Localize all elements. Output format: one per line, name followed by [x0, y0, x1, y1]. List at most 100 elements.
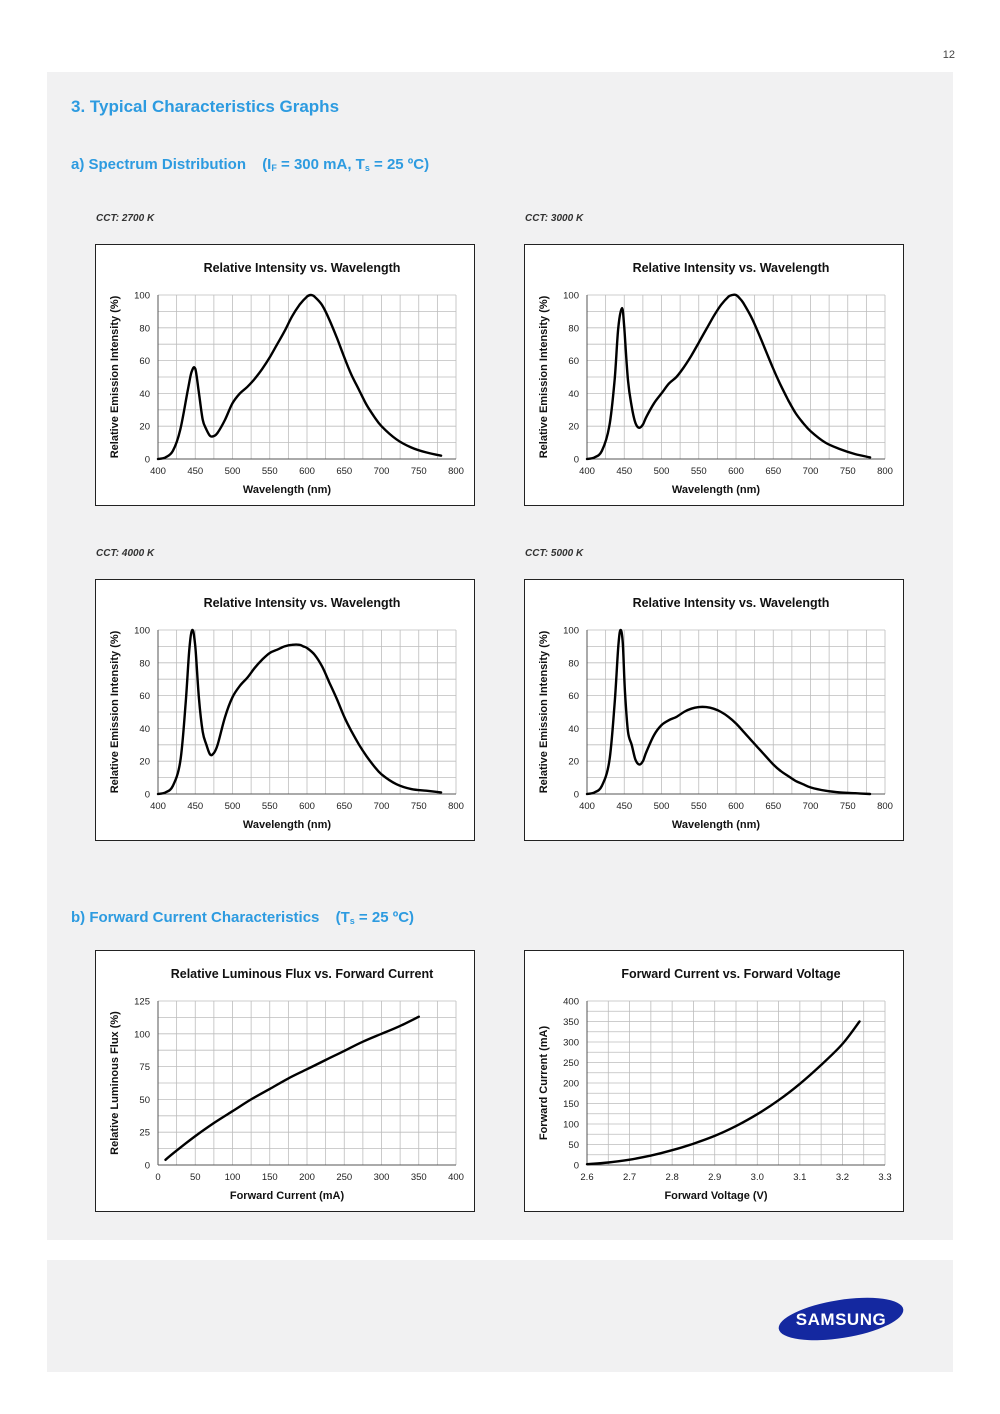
- x-tick-label: 500: [654, 801, 670, 812]
- y-axis-label: Forward Current (mA): [538, 1026, 550, 1141]
- x-tick-label: 450: [187, 466, 203, 477]
- y-tick-label: 25: [139, 1128, 150, 1139]
- y-tick-label: 20: [139, 757, 150, 768]
- chart-svg: 0 50 100 150 200 250 300 350 400 0 25 50 75 100 125 Rel…: [109, 967, 464, 1202]
- y-tick-label: 100: [563, 291, 579, 302]
- cct-label-2700: CCT: 2700 K: [96, 213, 155, 224]
- x-axis-label: Wavelength (nm): [672, 819, 761, 831]
- y-tick-label: 0: [574, 1161, 579, 1172]
- y-tick-label: 80: [139, 658, 150, 669]
- chart-svg: 400 450 500 550 600 650 700 750 800 0 20 40 60 80 100 R…: [109, 261, 464, 496]
- data-series-line: [164, 1015, 420, 1161]
- y-axis-label: Relative Emission Intensity (%): [538, 630, 550, 793]
- y-tick-label: 60: [568, 356, 579, 367]
- subsection-a-conditions: (IF = 300 mA, Ts = 25 ºC): [262, 156, 429, 173]
- y-tick-label: 20: [568, 757, 579, 768]
- chart-spectrum-5000k: 400 450 500 550 600 650 700 750 800 0 20 40 60 80 100 R…: [524, 579, 904, 841]
- y-tick-label: 300: [563, 1038, 579, 1049]
- y-tick-label: 75: [139, 1062, 150, 1073]
- y-tick-label: 40: [139, 389, 150, 400]
- y-tick-label: 350: [563, 1017, 579, 1028]
- x-tick-label: 650: [336, 801, 352, 812]
- cond-b-part1: (T: [335, 909, 350, 926]
- x-tick-label: 550: [691, 466, 707, 477]
- x-tick-label: 400: [150, 801, 166, 812]
- x-tick-label: 750: [411, 801, 427, 812]
- x-tick-label: 550: [262, 466, 278, 477]
- x-tick-label: 500: [654, 466, 670, 477]
- x-tick-label: 300: [374, 1172, 390, 1183]
- y-axis-label: Relative Emission Intensity (%): [109, 295, 121, 458]
- x-tick-label: 100: [225, 1172, 241, 1183]
- x-tick-label: 550: [262, 801, 278, 812]
- x-tick-label: 600: [728, 466, 744, 477]
- chart-title: Relative Intensity vs. Wavelength: [633, 596, 830, 610]
- x-tick-label: 650: [765, 801, 781, 812]
- y-tick-label: 250: [563, 1058, 579, 1069]
- chart-flux-vs-current: 0 50 100 150 200 250 300 350 400 0 25 50 75 100 125 Rel…: [95, 950, 475, 1212]
- data-series-line: [156, 293, 443, 461]
- x-axis-label: Forward Voltage (V): [664, 1190, 767, 1202]
- data-series-line: [156, 628, 443, 796]
- cct-label-5000: CCT: 5000 K: [525, 548, 584, 559]
- y-tick-label: 60: [139, 356, 150, 367]
- x-tick-label: 700: [803, 801, 819, 812]
- chart-svg: 400 450 500 550 600 650 700 750 800 0 20 40 60 80 100 R…: [538, 596, 893, 831]
- cct-label-3000: CCT: 3000 K: [525, 213, 584, 224]
- data-series-line: [585, 1020, 861, 1166]
- y-tick-label: 40: [568, 389, 579, 400]
- y-tick-label: 100: [134, 291, 150, 302]
- x-tick-label: 800: [877, 466, 893, 477]
- samsung-logo-text: SAMSUNG: [796, 1310, 886, 1329]
- data-series-line: [585, 293, 872, 461]
- x-tick-label: 550: [691, 801, 707, 812]
- chart-spectrum-4000k: 400 450 500 550 600 650 700 750 800 0 20 40 60 80 100 R…: [95, 579, 475, 841]
- x-tick-label: 2.6: [580, 1172, 593, 1183]
- x-tick-label: 650: [765, 466, 781, 477]
- x-tick-label: 200: [299, 1172, 315, 1183]
- y-tick-label: 100: [134, 1029, 150, 1040]
- x-tick-label: 2.7: [623, 1172, 636, 1183]
- y-tick-label: 40: [139, 724, 150, 735]
- cond-a-sub1: F: [271, 163, 277, 173]
- x-tick-label: 400: [448, 1172, 464, 1183]
- y-tick-label: 125: [134, 997, 150, 1008]
- x-tick-label: 400: [579, 801, 595, 812]
- chart-title: Relative Luminous Flux vs. Forward Curre…: [171, 967, 434, 981]
- y-tick-label: 0: [145, 455, 150, 466]
- x-tick-label: 450: [187, 801, 203, 812]
- y-tick-label: 80: [139, 323, 150, 334]
- subsection-a-label: a) Spectrum Distribution: [71, 156, 247, 173]
- x-tick-label: 400: [579, 466, 595, 477]
- x-tick-label: 750: [411, 466, 427, 477]
- y-tick-label: 100: [563, 1120, 579, 1131]
- chart-spectrum-2700k: 400 450 500 550 600 650 700 750 800 0 20 40 60 80 100 R…: [95, 244, 475, 506]
- cond-a-part3: = 25 ºC): [369, 156, 430, 173]
- x-axis-label: Wavelength (nm): [243, 484, 332, 496]
- samsung-logo-ellipse: [778, 1297, 904, 1341]
- y-tick-label: 60: [139, 691, 150, 702]
- y-tick-label: 80: [568, 658, 579, 669]
- x-axis-label: Wavelength (nm): [672, 484, 761, 496]
- x-tick-label: 150: [262, 1172, 278, 1183]
- cond-a-part2: = 300 mA, T: [276, 156, 365, 173]
- chart-svg: 400 450 500 550 600 650 700 750 800 0 20 40 60 80 100 R…: [109, 596, 464, 831]
- y-tick-label: 400: [563, 997, 579, 1008]
- y-tick-label: 200: [563, 1079, 579, 1090]
- x-tick-label: 800: [448, 801, 464, 812]
- x-tick-label: 650: [336, 466, 352, 477]
- section-title: 3. Typical Characteristics Graphs: [71, 97, 340, 116]
- x-tick-label: 3.2: [836, 1172, 849, 1183]
- samsung-logo: SAMSUNG: [778, 1297, 904, 1341]
- y-tick-label: 50: [568, 1140, 579, 1151]
- y-tick-label: 20: [139, 422, 150, 433]
- x-axis-label: Wavelength (nm): [243, 819, 332, 831]
- y-tick-label: 150: [563, 1099, 579, 1110]
- chart-title: Relative Intensity vs. Wavelength: [204, 596, 401, 610]
- data-series-line: [585, 628, 872, 796]
- y-tick-label: 100: [563, 626, 579, 637]
- y-tick-label: 0: [574, 455, 579, 466]
- cond-a-sub2: s: [364, 163, 370, 173]
- x-tick-label: 3.1: [793, 1172, 806, 1183]
- subsection-b-label: b) Forward Current Characteristics: [71, 909, 320, 926]
